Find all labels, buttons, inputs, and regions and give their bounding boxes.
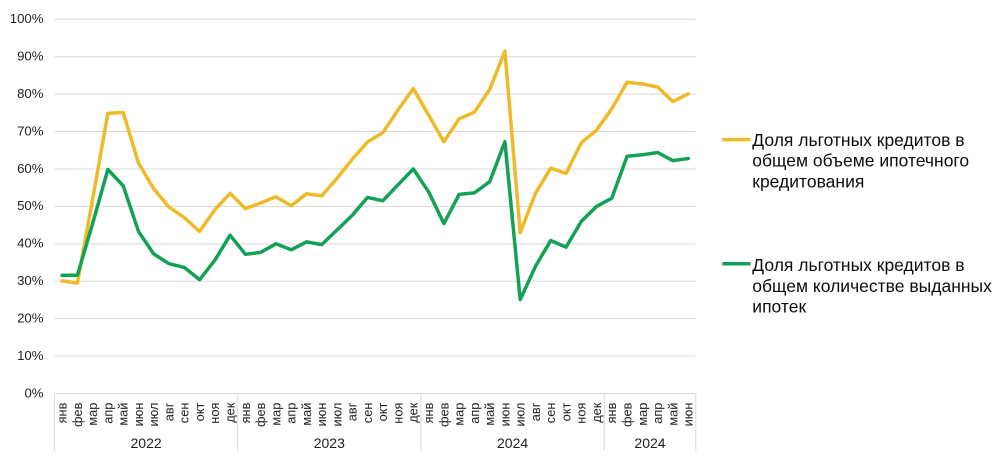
svg-text:дек: дек: [589, 402, 604, 423]
svg-text:фев: фев: [70, 402, 85, 427]
svg-text:20%: 20%: [17, 311, 44, 326]
svg-text:50%: 50%: [17, 198, 44, 213]
svg-text:июл: июл: [146, 403, 161, 427]
svg-text:60%: 60%: [17, 161, 44, 176]
svg-text:сен: сен: [360, 403, 375, 424]
svg-text:100%: 100%: [10, 11, 44, 26]
svg-text:40%: 40%: [17, 236, 44, 251]
svg-text:июн: июн: [497, 403, 512, 427]
svg-text:май: май: [116, 403, 131, 426]
svg-text:май: май: [665, 403, 680, 426]
svg-text:апр: апр: [467, 403, 482, 424]
svg-text:2023: 2023: [314, 435, 345, 451]
svg-text:2024: 2024: [497, 435, 528, 451]
svg-text:янв: янв: [238, 402, 253, 423]
svg-text:мар: мар: [635, 403, 650, 426]
svg-text:июн: июн: [131, 403, 146, 427]
svg-text:80%: 80%: [17, 86, 44, 101]
svg-text:апр: апр: [650, 403, 665, 424]
svg-text:мар: мар: [452, 403, 467, 426]
svg-text:июл: июл: [329, 403, 344, 427]
svg-text:2024: 2024: [634, 435, 665, 451]
svg-text:авг: авг: [528, 402, 543, 421]
svg-text:июн: июн: [314, 403, 329, 427]
svg-text:ноя: ноя: [207, 403, 222, 424]
svg-text:мар: мар: [85, 403, 100, 426]
svg-text:апр: апр: [284, 403, 299, 424]
svg-text:сен: сен: [177, 403, 192, 424]
svg-text:окт: окт: [558, 402, 573, 421]
svg-text:10%: 10%: [17, 348, 44, 363]
svg-text:апр: апр: [100, 403, 115, 424]
svg-text:июн: июн: [681, 403, 696, 427]
svg-text:0%: 0%: [24, 385, 43, 400]
svg-text:май: май: [299, 403, 314, 426]
svg-text:фев: фев: [436, 402, 451, 427]
svg-text:фев: фев: [253, 402, 268, 427]
svg-text:ноя: ноя: [574, 403, 589, 424]
svg-text:30%: 30%: [17, 273, 44, 288]
svg-text:авг: авг: [161, 402, 176, 421]
svg-text:май: май: [482, 403, 497, 426]
svg-text:янв: янв: [604, 402, 619, 423]
svg-text:янв: янв: [421, 402, 436, 423]
svg-text:2022: 2022: [131, 435, 162, 451]
svg-text:90%: 90%: [17, 49, 44, 64]
svg-text:дек: дек: [223, 402, 238, 423]
svg-text:фев: фев: [620, 402, 635, 427]
svg-text:70%: 70%: [17, 123, 44, 138]
svg-text:янв: янв: [55, 402, 70, 423]
svg-text:сен: сен: [543, 403, 558, 424]
svg-text:авг: авг: [345, 402, 360, 421]
svg-text:окт: окт: [375, 402, 390, 421]
svg-text:мар: мар: [268, 403, 283, 426]
svg-text:окт: окт: [192, 402, 207, 421]
svg-text:дек: дек: [406, 402, 421, 423]
svg-text:июл: июл: [513, 403, 528, 427]
svg-text:ноя: ноя: [391, 403, 406, 424]
